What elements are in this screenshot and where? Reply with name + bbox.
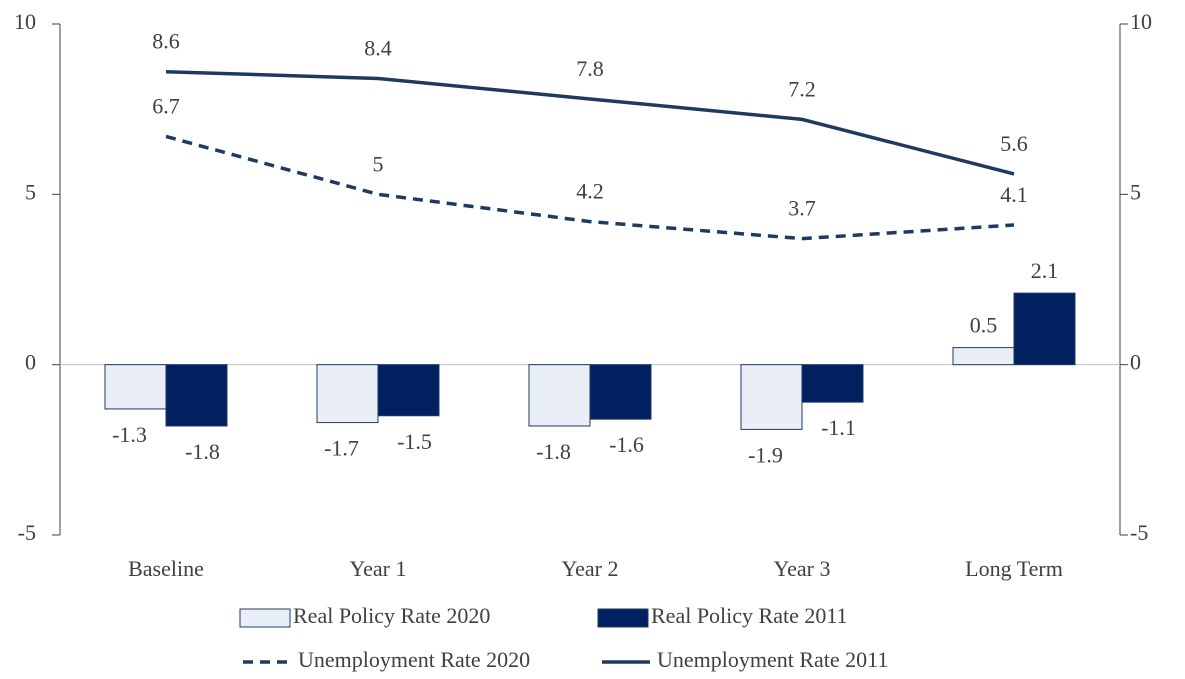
data-label: 7.8: [576, 56, 604, 81]
legend-label: Unemployment Rate 2011: [657, 647, 888, 672]
data-label: 3.7: [788, 196, 816, 221]
data-label: -1.8: [185, 439, 220, 464]
data-label: -1.5: [397, 429, 432, 454]
y-tick-label: 0: [25, 350, 36, 375]
x-tick-label: Year 2: [561, 556, 618, 581]
data-label: 8.4: [364, 36, 392, 61]
bar: [104, 364, 167, 410]
data-label: 4.2: [576, 179, 604, 204]
legend-label: Unemployment Rate 2020: [298, 647, 530, 672]
bar: [165, 364, 228, 427]
y-tick-label: 10: [14, 9, 36, 34]
bar: [952, 347, 1015, 366]
data-label: 6.7: [152, 93, 180, 118]
bar: [316, 364, 379, 424]
y2-tick-label: 0: [1130, 350, 1141, 375]
bar: [589, 364, 652, 420]
y2-tick-label: -5: [1130, 520, 1148, 545]
bar: [801, 364, 864, 403]
y-tick-label: 5: [25, 179, 36, 204]
data-label: -1.6: [609, 432, 644, 457]
data-label: -1.9: [748, 442, 783, 467]
data-label: 5.6: [1000, 131, 1028, 156]
legend-label: Real Policy Rate 2011: [651, 603, 848, 628]
bar: [377, 364, 440, 417]
bar: [740, 364, 803, 430]
data-label: 0.5: [970, 313, 998, 338]
x-tick-label: Year 3: [773, 556, 830, 581]
data-label: -1.1: [821, 415, 856, 440]
data-label: 5: [373, 151, 384, 176]
x-tick-label: Baseline: [128, 556, 204, 581]
legend-swatch: [597, 608, 649, 628]
data-label: 7.2: [788, 76, 816, 101]
y-tick-label: -5: [18, 520, 36, 545]
data-label: 2.1: [1031, 258, 1059, 283]
bar: [528, 364, 591, 427]
x-tick-label: Year 1: [349, 556, 406, 581]
line: [165, 69, 1015, 176]
bar: [1013, 292, 1076, 366]
legend-label: Real Policy Rate 2020: [293, 603, 490, 628]
x-tick-label: Long Term: [965, 556, 1063, 581]
data-label: -1.7: [324, 436, 359, 461]
y2-tick-label: 5: [1130, 179, 1141, 204]
legend-swatch: [239, 608, 291, 628]
line: [165, 134, 1015, 241]
data-label: -1.8: [536, 439, 571, 464]
data-label: 4.1: [1000, 182, 1028, 207]
data-label: -1.3: [112, 422, 147, 447]
data-label: 8.6: [152, 29, 180, 54]
y2-tick-label: 10: [1130, 9, 1152, 34]
